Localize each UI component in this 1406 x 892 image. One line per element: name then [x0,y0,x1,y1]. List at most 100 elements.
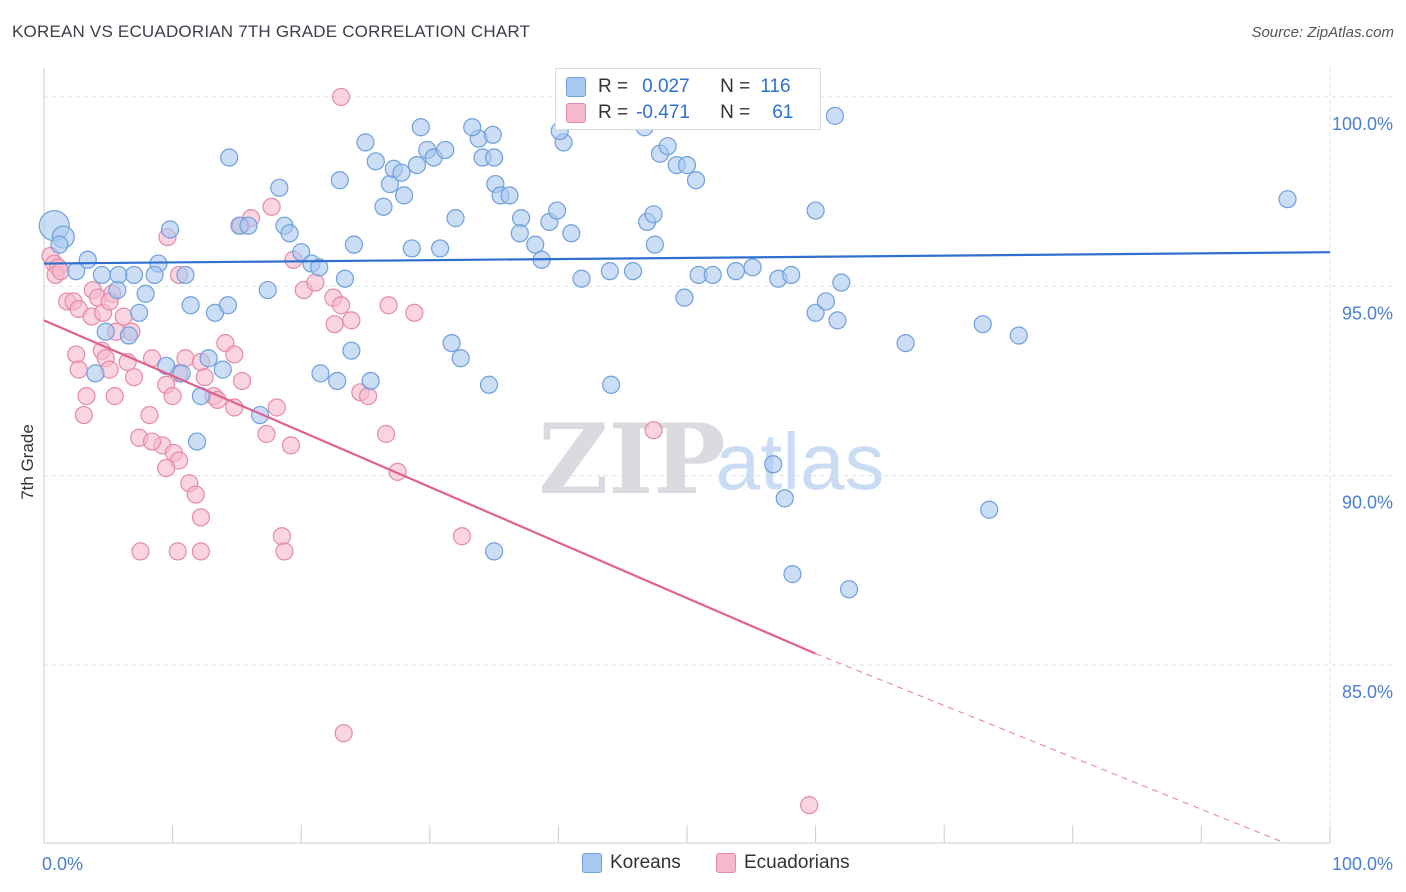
korean-point [839,580,859,599]
korean-point [239,216,258,235]
ecuadorian-point [334,724,353,743]
korean-point [446,209,465,228]
korean-point [510,224,529,243]
korean-point [896,333,915,353]
korean-point [328,371,347,391]
n-value: 61 [772,102,794,123]
korean-point [806,303,825,322]
axes [43,68,1331,844]
ecuadorian-point [67,345,86,364]
korean-point [973,315,992,334]
korean-point [806,201,825,220]
korean-point [270,178,289,197]
n-label: N = [720,102,751,123]
korean-point [600,262,619,281]
korean-point [394,186,414,205]
korean-point [816,292,835,311]
ecuadorian-point [186,485,205,504]
ecuadorian-point [77,387,96,406]
korean-point [743,258,762,277]
ecuadorian-point [114,307,133,326]
ecuadorian-point [191,542,210,561]
ecuadorian-point [232,371,252,391]
korean-point [548,201,567,220]
korean-point [677,156,697,175]
ecuadorian-point [275,542,294,561]
korean-point [500,186,519,205]
r-label: R = [598,102,629,123]
ecuadorian-point [176,349,195,368]
ecuadorian-point [306,273,325,292]
y-axis-label: 7th Grade [18,424,37,500]
legend-koreans: Koreans [582,852,681,874]
korean-point [109,265,128,285]
korean-point [344,235,364,254]
korean-point [485,148,504,167]
korean-point [67,262,86,281]
blue-swatch-icon [582,853,602,873]
korean-point [160,220,180,239]
korean-point [411,118,430,137]
korean-point [136,284,155,303]
korean-point [250,405,270,425]
y-tick-label: 90.0% [1342,493,1393,513]
blue-swatch-icon [566,77,586,97]
korean-point [1278,190,1297,209]
ecuadorian-point [388,462,407,481]
ecuadorian-point [168,542,187,561]
ecuadorian-point [331,87,351,107]
korean-point [218,296,237,315]
pink-swatch-icon [566,103,586,123]
korean-point [258,280,277,300]
ecuadorian-point [124,368,144,387]
y-tick-label: 100.0% [1332,114,1393,134]
ecuadorian-point [257,424,276,444]
ecuadorian-point [379,296,398,315]
r-label: R = [598,76,629,97]
korean-trend-line [43,251,1331,265]
ecuadorian-point [376,424,396,444]
korean-point [374,197,393,216]
korean-point [686,171,706,190]
ecuadorian-point [105,387,124,406]
correlation-stats-box: R = 0.027 N = 116 R = -0.471 N = 61 [555,68,821,130]
korean-point [703,265,722,285]
korean-point [451,349,470,368]
ecuadorian-trend-line [43,319,817,655]
korean-point [92,265,111,285]
ecuadorian-point [74,405,93,425]
korean-point [130,303,149,322]
ecuadorian-point [157,458,176,478]
korean-point [145,265,164,285]
korean-point [783,565,802,584]
watermark-atlas: atlas [716,417,885,506]
n-value: 116 [760,76,791,97]
stats-row-ecuadorians: R = -0.471 N = 61 [566,100,793,126]
korean-point [119,326,138,345]
n-label: N = [720,76,751,97]
korean-point [187,432,207,451]
watermark-zip: ZIP [538,403,725,516]
korean-point [335,269,355,288]
source-label: Source: ZipAtlas.com [1251,24,1394,41]
stats-row-koreans: R = 0.027 N = 116 [566,74,791,100]
korean-point [280,224,299,243]
korean-point [562,224,581,243]
korean-point [828,311,847,330]
korean-point [726,262,745,281]
x-tick-label: 0.0% [42,854,83,874]
ecuadorian-point [331,296,351,315]
korean-point [342,341,361,360]
ecuadorian-trend-extension [815,653,1286,844]
ecuadorian-point [51,262,70,281]
korean-point [775,489,794,508]
korean-point [442,333,461,353]
korean-point [980,500,999,519]
korean-point [602,375,621,394]
ecuadorian-point [267,398,286,417]
ecuadorian-point [191,508,210,527]
korean-point [392,163,411,182]
korean-point [181,296,200,315]
korean-point [572,269,591,288]
ecuadorian-point [142,432,162,451]
